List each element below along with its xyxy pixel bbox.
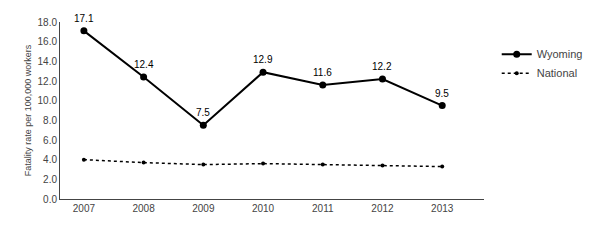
svg-text:4.0: 4.0 (43, 154, 57, 165)
svg-text:18.0: 18.0 (38, 17, 58, 28)
svg-text:2008: 2008 (132, 203, 155, 214)
svg-text:National: National (537, 67, 577, 79)
svg-text:11.6: 11.6 (313, 67, 332, 78)
svg-text:2010: 2010 (252, 203, 275, 214)
svg-text:2009: 2009 (192, 203, 215, 214)
svg-text:8.0: 8.0 (43, 115, 57, 126)
svg-text:2.0: 2.0 (43, 174, 57, 185)
svg-text:Wyoming: Wyoming (537, 48, 583, 60)
svg-text:12.4: 12.4 (134, 59, 154, 70)
svg-text:Fatality rate per 100,000 work: Fatality rate per 100,000 workers (23, 44, 33, 176)
svg-text:10.0: 10.0 (38, 95, 58, 106)
svg-text:14.0: 14.0 (38, 56, 58, 67)
svg-text:6.0: 6.0 (43, 135, 57, 146)
svg-text:2013: 2013 (431, 203, 454, 214)
svg-text:0.0: 0.0 (43, 194, 57, 205)
svg-text:12.0: 12.0 (38, 76, 58, 87)
svg-text:12.9: 12.9 (253, 54, 273, 65)
svg-text:2012: 2012 (371, 203, 394, 214)
svg-text:9.5: 9.5 (435, 88, 449, 99)
svg-text:2007: 2007 (73, 203, 96, 214)
svg-text:16.0: 16.0 (38, 36, 58, 47)
svg-text:12.2: 12.2 (372, 61, 392, 72)
svg-text:2011: 2011 (312, 203, 334, 214)
svg-text:17.1: 17.1 (74, 13, 94, 24)
svg-text:7.5: 7.5 (196, 107, 210, 118)
